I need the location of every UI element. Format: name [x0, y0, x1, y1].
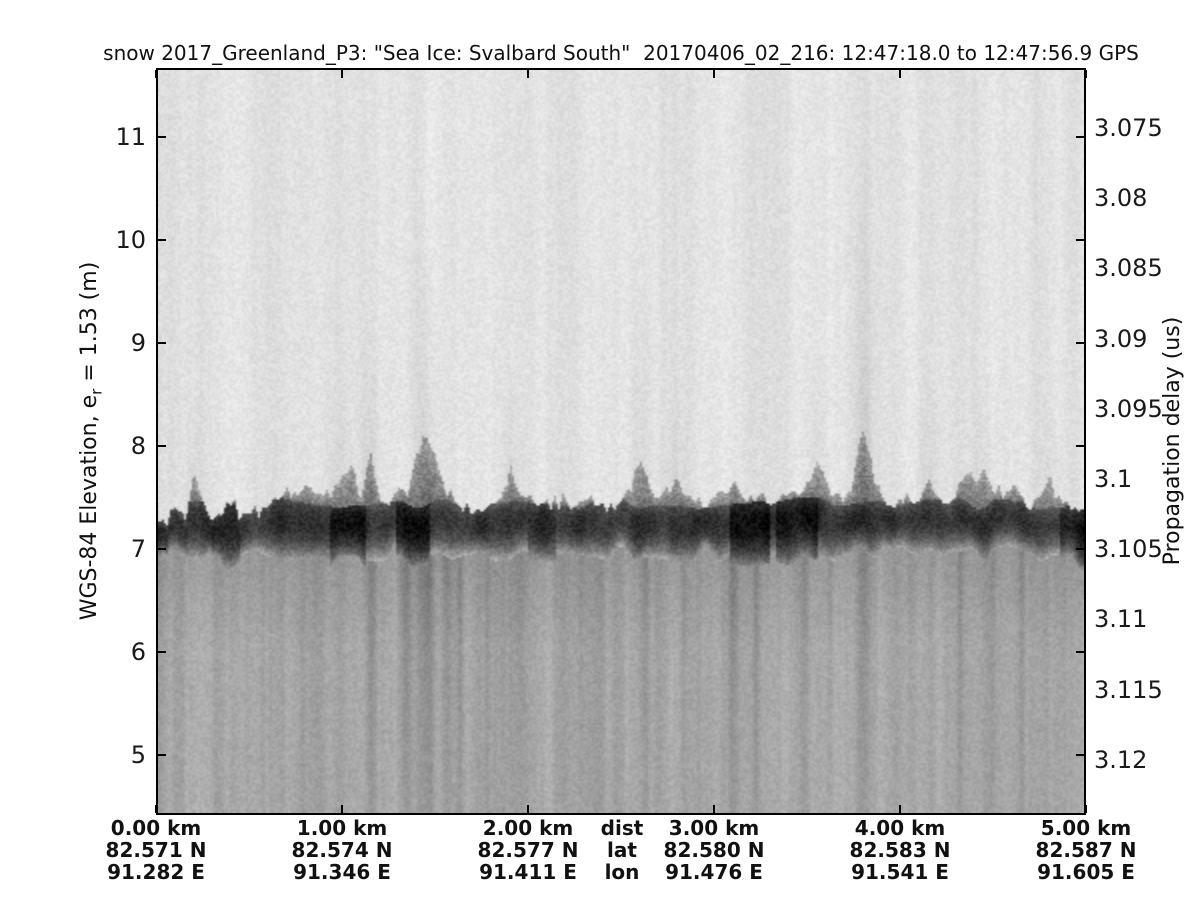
distance-tick — [527, 805, 529, 813]
distance-tick-mirror — [155, 70, 157, 78]
delay-tick-label: 3.105 — [1094, 535, 1163, 564]
bottom-lon-value: 91.346 E — [293, 860, 391, 884]
elevation-tick-mirror — [1076, 239, 1084, 241]
delay-tick-label: 3.11 — [1094, 605, 1148, 634]
bottom-lon-header: lon — [604, 860, 640, 884]
elevation-tick-mirror — [1076, 754, 1084, 756]
distance-tick-mirror — [341, 70, 343, 78]
elevation-tick-mirror — [1076, 445, 1084, 447]
plot-area — [155, 68, 1087, 815]
bottom-lat-value: 82.580 N — [663, 838, 765, 862]
distance-tick — [341, 805, 343, 813]
plot-title: snow 2017_Greenland_P3: "Sea Ice: Svalba… — [103, 41, 1139, 65]
delay-tick-label: 3.115 — [1094, 675, 1163, 704]
delay-tick-label: 3.12 — [1094, 745, 1148, 774]
bottom-dist-value: 4.00 km — [854, 816, 946, 840]
echogram-canvas — [158, 70, 1084, 813]
left-axis-label-text: WGS-84 Elevation, e — [77, 394, 102, 621]
distance-tick-mirror — [1085, 70, 1087, 78]
left-axis-label-subscript: r — [87, 388, 106, 395]
distance-tick-mirror — [899, 70, 901, 78]
elevation-tick-mirror — [1076, 342, 1084, 344]
bottom-dist-value: 0.00 km — [110, 816, 202, 840]
elevation-tick-label: 9 — [130, 329, 146, 357]
left-axis-label-units: = 1.53 (m) — [77, 261, 102, 389]
bottom-dist-value: 1.00 km — [296, 816, 388, 840]
elevation-tick-label: 5 — [130, 741, 146, 769]
distance-tick-mirror — [527, 70, 529, 78]
elevation-tick — [158, 136, 166, 138]
bottom-lon-value: 91.605 E — [1037, 860, 1135, 884]
elevation-tick-label: 11 — [115, 123, 146, 151]
elevation-tick — [158, 239, 166, 241]
distance-tick — [713, 805, 715, 813]
bottom-lon-value: 91.411 E — [479, 860, 577, 884]
distance-tick — [899, 805, 901, 813]
bottom-dist-value: 3.00 km — [668, 816, 760, 840]
elevation-tick-mirror — [1076, 548, 1084, 550]
elevation-tick-mirror — [1076, 136, 1084, 138]
bottom-lat-value: 82.577 N — [477, 838, 579, 862]
delay-tick-label: 3.085 — [1094, 254, 1163, 283]
elevation-tick-label: 8 — [130, 432, 146, 460]
bottom-lat-value: 82.583 N — [849, 838, 951, 862]
bottom-dist-value: 2.00 km — [482, 816, 574, 840]
bottom-lat-value: 82.574 N — [291, 838, 393, 862]
bottom-lon-value: 91.476 E — [665, 860, 763, 884]
bottom-lon-value: 91.541 E — [851, 860, 949, 884]
elevation-tick — [158, 445, 166, 447]
distance-tick-mirror — [713, 70, 715, 78]
elevation-tick-label: 10 — [115, 226, 146, 254]
bottom-lat-value: 82.587 N — [1035, 838, 1137, 862]
bottom-dist-header: dist — [600, 816, 644, 840]
elevation-tick — [158, 548, 166, 550]
bottom-dist-value: 5.00 km — [1040, 816, 1132, 840]
delay-tick-label: 3.09 — [1094, 324, 1148, 353]
distance-tick — [1085, 805, 1087, 813]
bottom-lat-value: 82.571 N — [105, 838, 207, 862]
delay-tick-label: 3.08 — [1094, 184, 1148, 213]
elevation-tick-label: 6 — [130, 638, 146, 666]
elevation-tick — [158, 342, 166, 344]
delay-tick-label: 3.1 — [1094, 465, 1133, 493]
distance-tick — [155, 805, 157, 813]
elevation-tick — [158, 651, 166, 653]
elevation-tick-label: 7 — [130, 535, 146, 563]
bottom-lon-value: 91.282 E — [107, 860, 205, 884]
elevation-tick-mirror — [1076, 651, 1084, 653]
delay-tick-label: 3.095 — [1094, 394, 1163, 423]
bottom-lat-header: lat — [607, 838, 637, 862]
elevation-tick — [158, 754, 166, 756]
delay-tick-label: 3.075 — [1094, 114, 1163, 142]
